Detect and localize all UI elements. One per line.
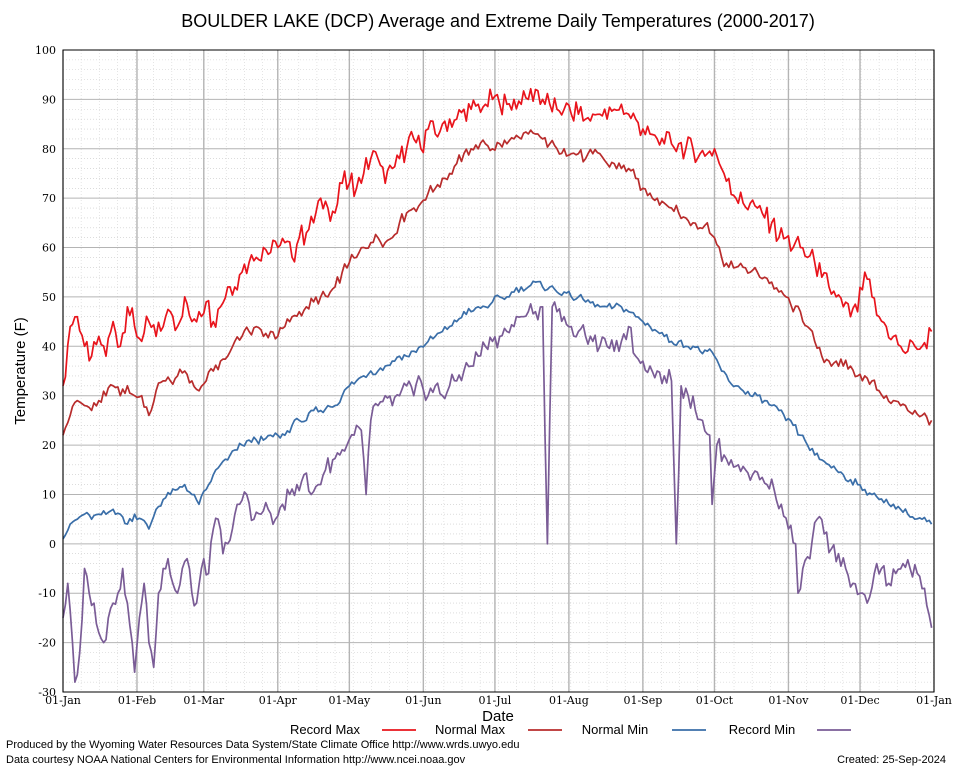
y-tick-label: -20 [38, 637, 56, 650]
series-line-normal-max [62, 129, 933, 436]
x-tick-label: 01-Jan [916, 694, 952, 707]
x-tick-labels: 01-Jan 01-Feb 01-Mar 01-Apr 01-May 01-Jun 01-J… [45, 694, 952, 707]
chart-title: BOULDER LAKE (DCP) Average and Extreme D… [181, 11, 815, 31]
x-tick-label: 01-Nov [768, 694, 809, 707]
x-tick-label: 01-Feb [118, 694, 156, 707]
x-tick-label: 01-Jan [45, 694, 81, 707]
y-tick-label: 20 [42, 439, 56, 452]
legend: Record Max Normal Max Normal Min Record Min [290, 722, 851, 737]
y-tick-label: 90 [42, 93, 56, 106]
legend-label: Record Max [290, 722, 361, 737]
y-tick-label: 50 [42, 291, 56, 304]
x-tick-label: 01-Dec [840, 694, 879, 707]
y-tick-label: 80 [42, 143, 56, 156]
footer-credit-2: Data courtesy NOAA National Centers for … [6, 754, 466, 766]
legend-label: Normal Max [435, 722, 506, 737]
y-tick-label: -30 [38, 686, 56, 699]
y-tick-label: 70 [42, 192, 56, 205]
x-tick-label: 01-Jul [479, 694, 512, 707]
legend-label: Record Min [729, 722, 795, 737]
y-axis-label: Temperature (F) [12, 317, 29, 425]
y-tick-label: 100 [35, 44, 56, 57]
x-tick-label: 01-Apr [259, 694, 298, 707]
series-line-record-max [62, 87, 933, 387]
footer-created-date: Created: 25-Sep-2024 [837, 754, 946, 766]
y-tick-label: 30 [42, 390, 56, 403]
plot-frame [62, 49, 935, 693]
series-line-normal-min [62, 280, 933, 540]
y-tick-label: 0 [49, 538, 56, 551]
series-lines [62, 87, 933, 683]
x-tick-label: 01-May [328, 694, 371, 707]
x-tick-label: 01-Sep [623, 694, 662, 707]
x-tick-label: 01-Jun [405, 694, 441, 707]
x-axis-label: Date [482, 708, 514, 725]
y-tick-label: -10 [38, 587, 56, 600]
x-tick-label: 01-Aug [549, 694, 589, 707]
x-tick-label: 01-Oct [696, 694, 734, 707]
x-tick-label: 01-Mar [183, 694, 225, 707]
series-line-record-min [62, 301, 933, 683]
footer-credit-1: Produced by the Wyoming Water Resources … [6, 739, 519, 751]
legend-label: Normal Min [582, 722, 648, 737]
y-tick-label: 10 [42, 488, 56, 501]
y-tick-label: 40 [42, 340, 56, 353]
y-tick-label: 60 [42, 242, 56, 255]
